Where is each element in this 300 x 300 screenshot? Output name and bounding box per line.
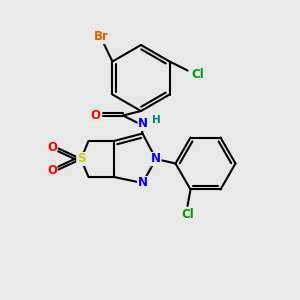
Text: N: N (137, 176, 148, 190)
Text: N: N (151, 152, 161, 166)
Text: Cl: Cl (181, 208, 194, 220)
Text: Br: Br (94, 30, 109, 44)
Text: O: O (47, 164, 57, 177)
Text: Cl: Cl (192, 68, 205, 81)
Text: S: S (77, 152, 85, 166)
Text: O: O (47, 141, 57, 154)
Text: N: N (138, 117, 148, 130)
Text: H: H (152, 115, 160, 125)
Text: O: O (90, 109, 100, 122)
